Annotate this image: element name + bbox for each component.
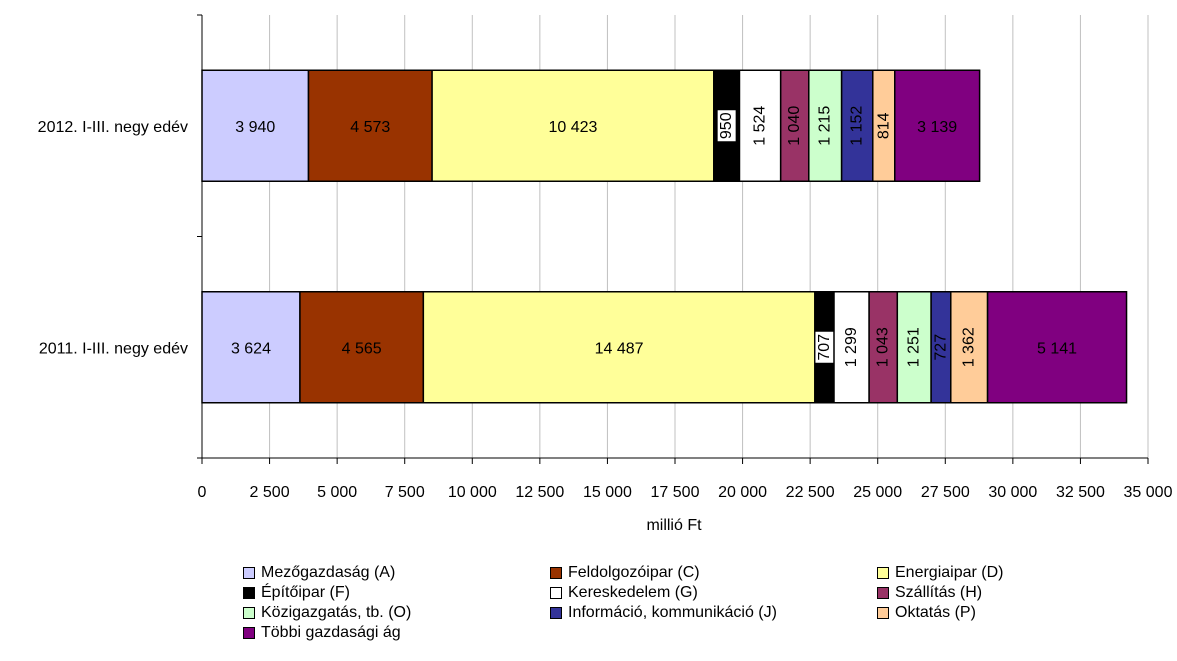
legend-swatch	[877, 567, 889, 579]
bar-segment	[833, 291, 870, 404]
x-tick-label: 5 000	[317, 484, 357, 501]
legend-item: Mezőgazdaság (A)	[243, 563, 395, 583]
legend-item: Energiaipar (D)	[877, 563, 1003, 583]
data-label-background	[717, 110, 736, 142]
legend-label: Információ, kommunikáció (J)	[568, 604, 777, 621]
legend-label: Közigazgatás, tb. (O)	[261, 604, 412, 621]
bar-segment	[808, 69, 843, 182]
x-tick-label: 7 500	[385, 484, 425, 501]
data-label: 4 565	[342, 340, 382, 357]
legend-swatch	[550, 607, 562, 619]
x-tick-label: 22 500	[786, 484, 835, 501]
data-label: 10 423	[548, 119, 597, 136]
x-tick-label: 17 500	[651, 484, 700, 501]
legend-item: Információ, kommunikáció (J)	[550, 603, 777, 623]
data-label: 14 487	[595, 340, 644, 357]
data-label: 4 573	[350, 119, 390, 136]
legend-item: Oktatás (P)	[877, 603, 976, 623]
bar-segment	[201, 291, 301, 404]
data-label: 1 040	[786, 106, 803, 146]
data-label: 950	[718, 112, 735, 139]
data-label: 707	[816, 334, 833, 361]
data-label: 1 299	[843, 327, 860, 367]
data-label: 1 152	[849, 106, 866, 146]
x-tick-label: 27 500	[921, 484, 970, 501]
x-tick-label: 35 000	[1124, 484, 1173, 501]
bar-segment	[868, 291, 899, 404]
data-label: 1 362	[961, 327, 978, 367]
bar-segment	[299, 291, 425, 404]
x-axis-title: millió Ft	[646, 517, 702, 534]
x-tick-label: 32 500	[1056, 484, 1105, 501]
data-label: 814	[875, 112, 892, 139]
data-label: 1 215	[817, 106, 834, 146]
bar-chart: 3 940 4 573 10 423 950 1 524 1 040 1 215 1 152 8…	[38, 14, 1173, 534]
data-label: 1 251	[906, 327, 923, 367]
data-label: 1 524	[752, 106, 769, 146]
legend-label: Feldolgozóipar (C)	[568, 564, 700, 581]
category-label: 2011. I-III. negy edév	[39, 340, 188, 357]
legend-item: Szállítás (H)	[877, 583, 982, 603]
bar-segment	[431, 69, 715, 182]
data-label: 3 624	[231, 340, 271, 357]
x-tick-label: 15 000	[583, 484, 632, 501]
data-label: 1 043	[875, 327, 892, 367]
bar-segment	[986, 291, 1128, 404]
legend-swatch	[877, 587, 889, 599]
legend-swatch	[550, 567, 562, 579]
legend-item: Építőipar (F)	[243, 583, 350, 603]
legend-item: Feldolgozóipar (C)	[550, 563, 700, 583]
legend-item: Többi gazdasági ág	[243, 623, 401, 643]
legend-swatch	[243, 587, 255, 599]
legend-item: Kereskedelem (G)	[550, 583, 698, 603]
x-tick-label: 2 500	[250, 484, 290, 501]
legend-label: Építőipar (F)	[261, 584, 350, 601]
legend-swatch	[550, 587, 562, 599]
legend-label: Mezőgazdaság (A)	[261, 564, 396, 581]
category-labels: 2012. I-III. negy edév 2011. I-III. negy …	[38, 119, 188, 358]
axes	[197, 14, 1149, 464]
data-label: 3 139	[917, 119, 957, 136]
legend-label: Energiaipar (D)	[895, 564, 1004, 581]
x-tick-label: 10 000	[448, 484, 497, 501]
data-label: 727	[932, 334, 949, 361]
legend-label: Többi gazdasági ág	[261, 624, 401, 641]
x-tick-labels: 0 2 500 5 000 7 500 10 000 12 500 15 000 17 500…	[198, 484, 1173, 501]
bar-segment	[422, 291, 816, 404]
x-tick-label: 20 000	[718, 484, 767, 501]
x-tick-label: 30 000	[988, 484, 1037, 501]
data-label: 5 141	[1037, 340, 1077, 357]
bar-segment	[894, 69, 981, 182]
legend-swatch	[243, 607, 255, 619]
x-tick-label: 25 000	[853, 484, 902, 501]
x-tick-label: 0	[198, 484, 207, 501]
legend-label: Kereskedelem (G)	[568, 584, 698, 601]
data-label-background	[815, 331, 834, 363]
legend-label: Oktatás (P)	[895, 604, 976, 621]
legend-item: Közigazgatás, tb. (O)	[243, 603, 411, 623]
legend-swatch	[877, 607, 889, 619]
bar-segments: 3 940 4 573 10 423 950 1 524 1 040 1 215 1 152 8…	[201, 69, 1128, 404]
data-label: 3 940	[235, 119, 275, 136]
x-tick-label: 12 500	[515, 484, 564, 501]
legend-label: Szállítás (H)	[895, 584, 983, 601]
legend-swatch	[243, 567, 255, 579]
category-label: 2012. I-III. negy edév	[38, 119, 188, 136]
legend-swatch	[243, 627, 255, 639]
